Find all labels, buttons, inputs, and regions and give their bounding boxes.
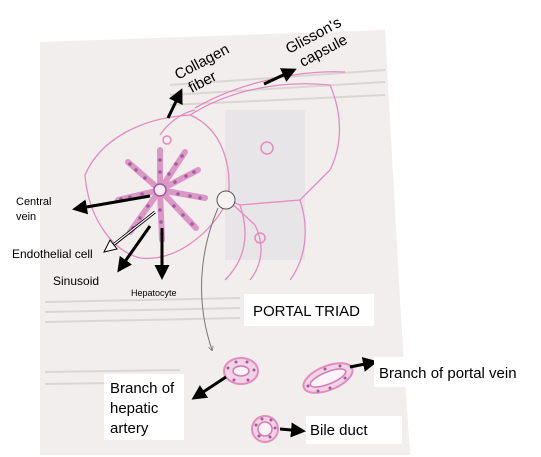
arrow-bile-duct: [280, 429, 303, 431]
label-bile-duct: Bile duct: [310, 422, 368, 439]
hepatic-artery-branch: [224, 358, 258, 384]
bile-duct-vessel: [252, 416, 278, 442]
label-sinusoid: Sinusoid: [53, 274, 99, 288]
central-vein-lumen: [154, 184, 166, 196]
label-branch-portal-vein: Branch of portal vein: [379, 365, 517, 382]
portal-space-circle: [217, 191, 235, 209]
label-endothelial-cell: Endothelial cell: [12, 247, 93, 261]
label-portal-triad: PORTAL TRIAD: [253, 303, 360, 320]
label-hepatocyte: Hepatocyte: [131, 288, 177, 298]
